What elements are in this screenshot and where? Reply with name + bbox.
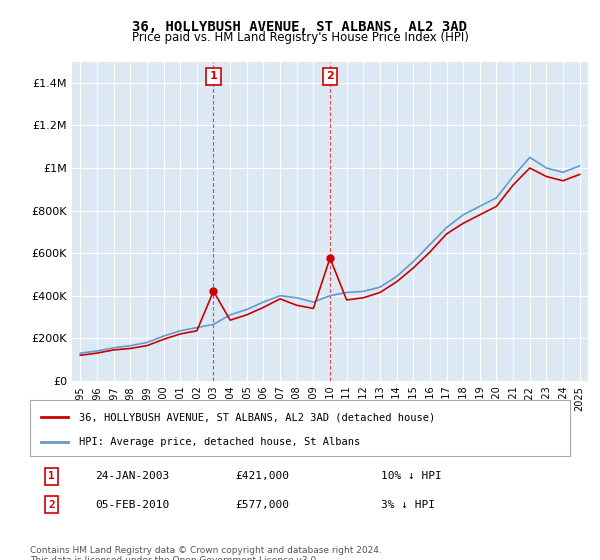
Text: 1: 1 <box>48 472 55 482</box>
Text: £577,000: £577,000 <box>235 500 289 510</box>
Text: Contains HM Land Registry data © Crown copyright and database right 2024.
This d: Contains HM Land Registry data © Crown c… <box>30 546 382 560</box>
Text: 24-JAN-2003: 24-JAN-2003 <box>95 472 169 482</box>
Text: 36, HOLLYBUSH AVENUE, ST ALBANS, AL2 3AD (detached house): 36, HOLLYBUSH AVENUE, ST ALBANS, AL2 3AD… <box>79 412 435 422</box>
Text: 1: 1 <box>209 71 217 81</box>
Text: 05-FEB-2010: 05-FEB-2010 <box>95 500 169 510</box>
Text: 2: 2 <box>48 500 55 510</box>
Text: 10% ↓ HPI: 10% ↓ HPI <box>381 472 442 482</box>
Text: £421,000: £421,000 <box>235 472 289 482</box>
Text: 3% ↓ HPI: 3% ↓ HPI <box>381 500 435 510</box>
Text: 36, HOLLYBUSH AVENUE, ST ALBANS, AL2 3AD: 36, HOLLYBUSH AVENUE, ST ALBANS, AL2 3AD <box>133 20 467 34</box>
Text: Price paid vs. HM Land Registry's House Price Index (HPI): Price paid vs. HM Land Registry's House … <box>131 31 469 44</box>
Text: 2: 2 <box>326 71 334 81</box>
Text: HPI: Average price, detached house, St Albans: HPI: Average price, detached house, St A… <box>79 437 360 447</box>
